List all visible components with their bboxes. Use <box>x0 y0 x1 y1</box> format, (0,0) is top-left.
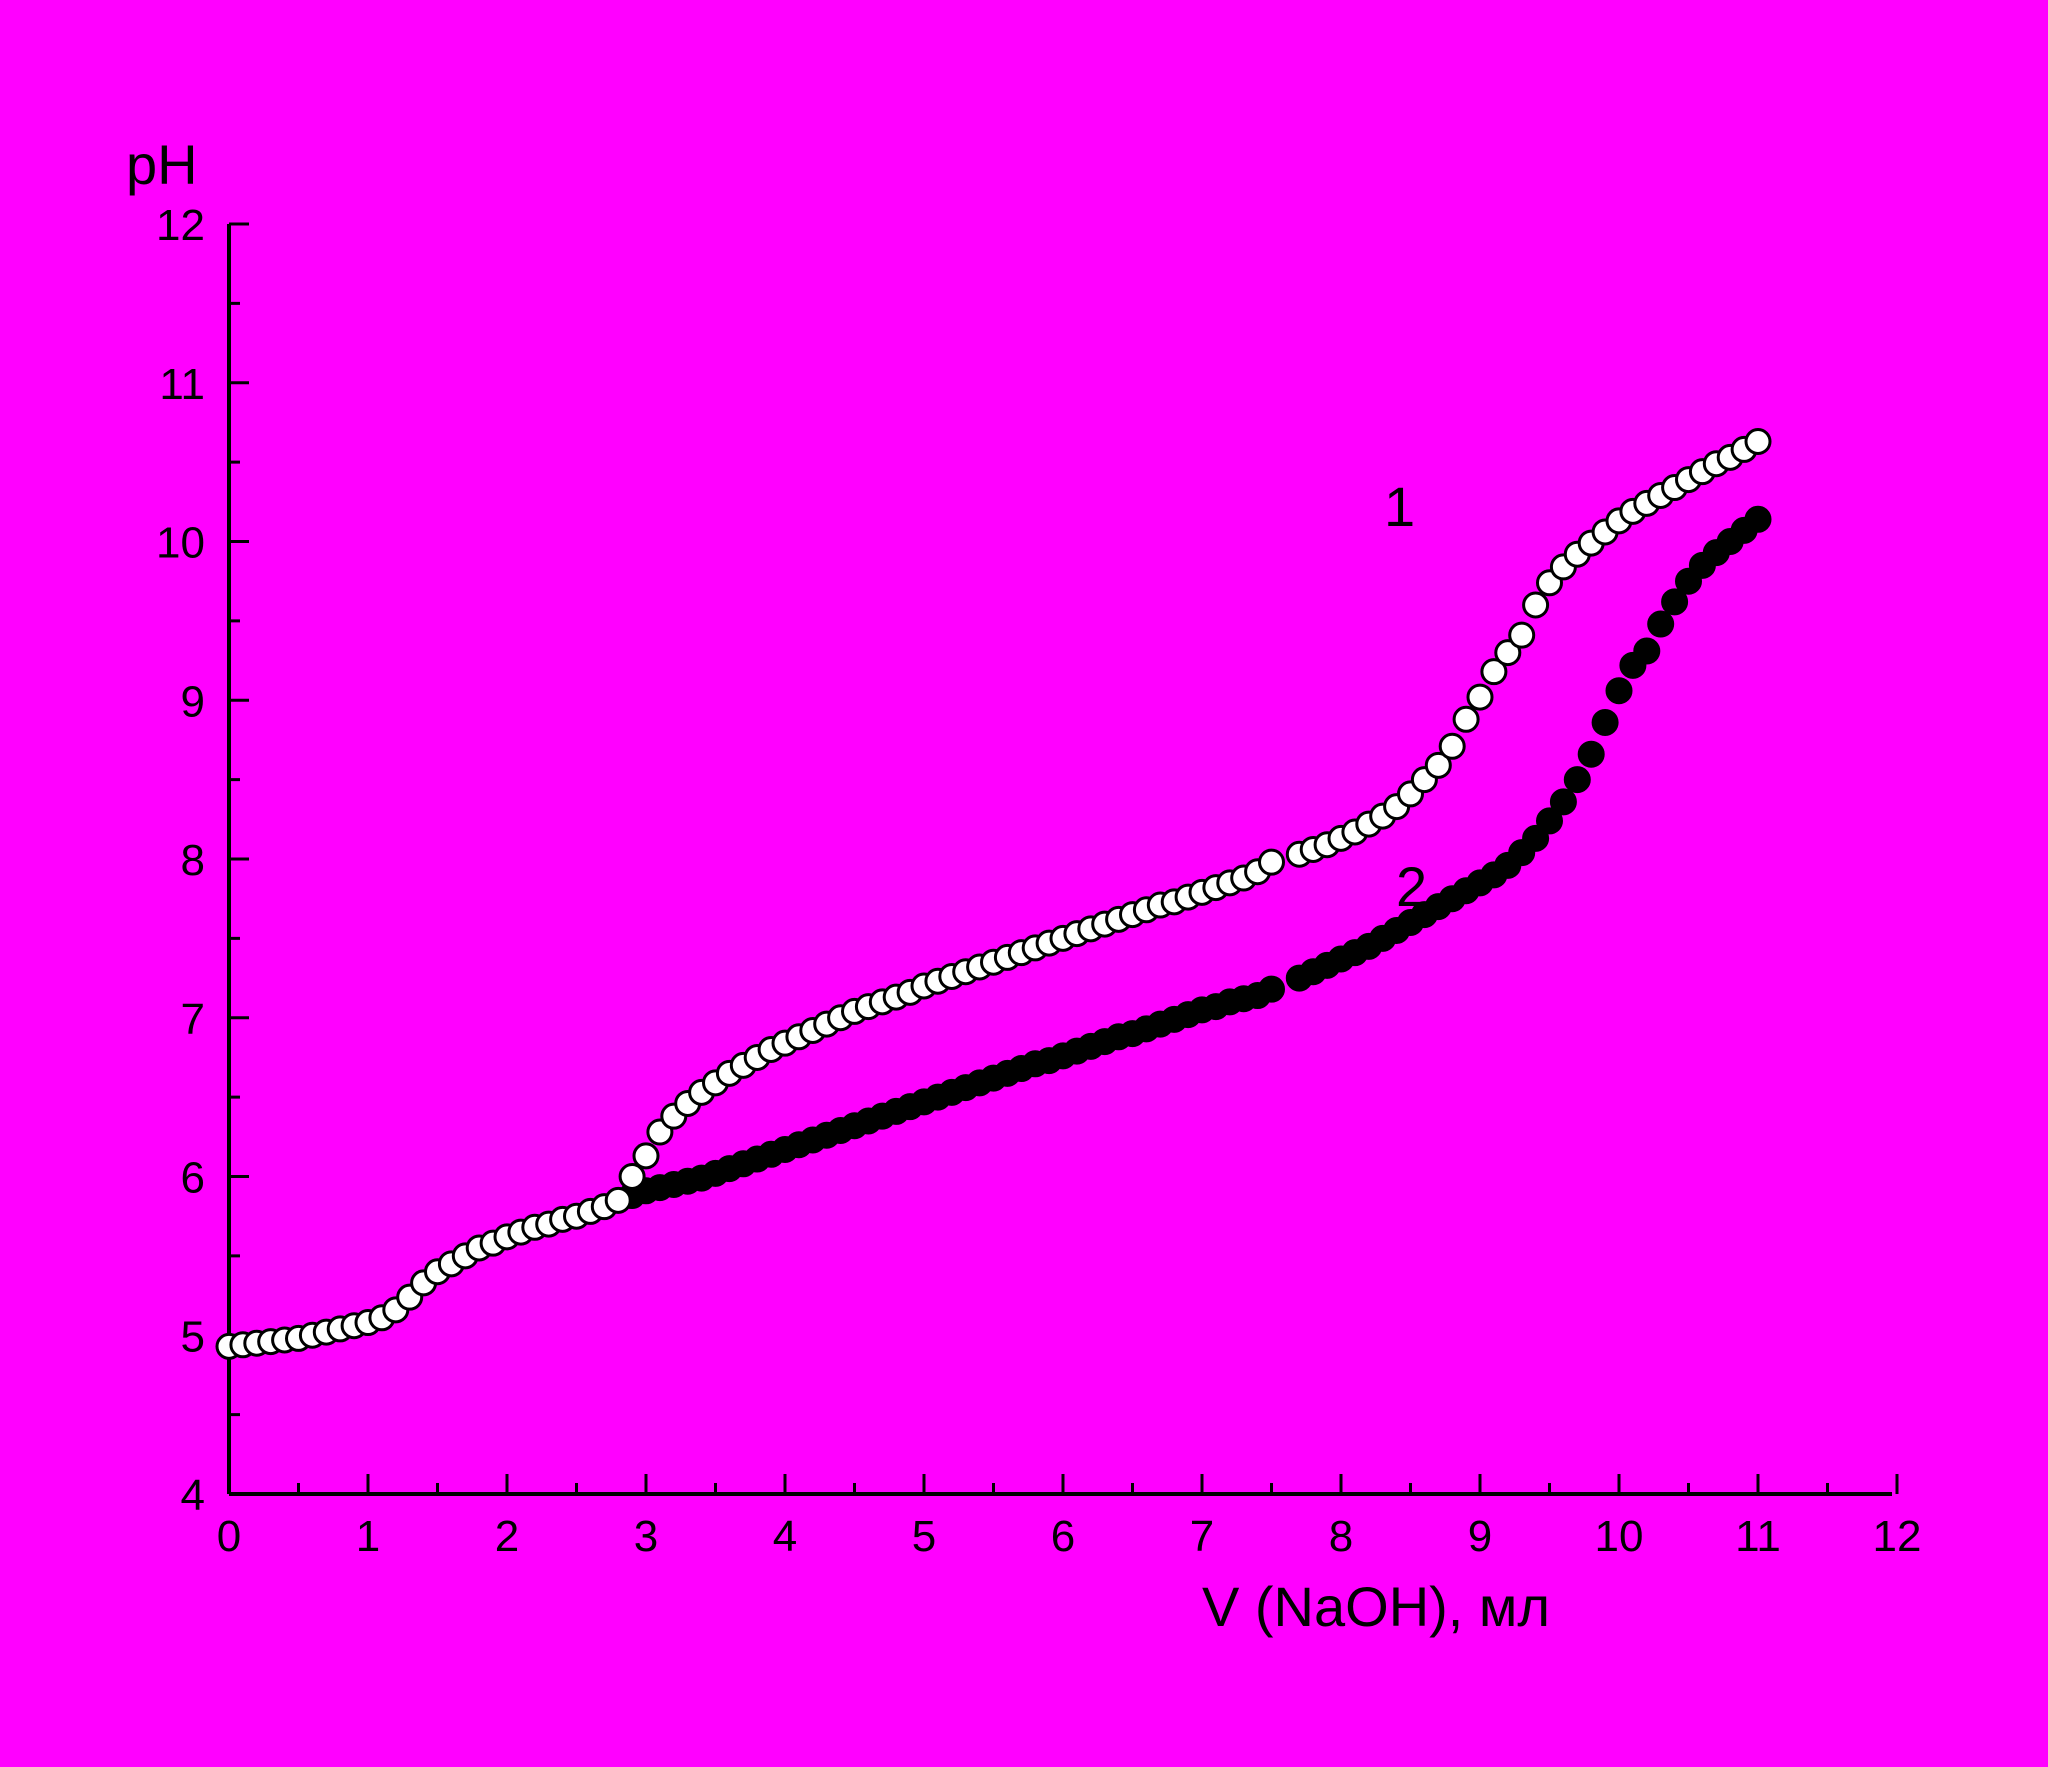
y-axis-title: pH <box>126 133 198 196</box>
y-tick-label: 4 <box>181 1471 205 1520</box>
y-tick-label: 7 <box>181 995 205 1044</box>
series-1-point <box>1744 427 1772 455</box>
series-2-point <box>1536 807 1563 835</box>
series-1-point <box>1424 751 1452 779</box>
series-2-point <box>1647 610 1675 638</box>
series-1-point <box>1480 658 1508 686</box>
y-tick-label: 9 <box>181 677 205 726</box>
series-2-point <box>1549 788 1577 816</box>
x-axis-title: V (NaOH), мл <box>1202 1575 1550 1638</box>
series-2-point <box>1258 975 1285 1003</box>
x-tick-label: 2 <box>495 1512 519 1561</box>
x-tick-label: 5 <box>912 1512 936 1561</box>
x-tick-label: 12 <box>1873 1512 1922 1561</box>
series-2-point <box>1577 740 1605 768</box>
series-2-point <box>1522 824 1550 852</box>
ticks <box>227 222 1899 1496</box>
series-1-point <box>1438 732 1466 760</box>
series-2-point <box>1591 708 1619 736</box>
series-2-point <box>1744 505 1772 533</box>
x-tick-label: 0 <box>217 1512 241 1561</box>
series-2-point <box>1563 766 1591 794</box>
series-1-point <box>618 1163 646 1190</box>
y-tick-label: 12 <box>156 201 205 250</box>
series-1-point <box>1258 848 1285 876</box>
series-1-point <box>1494 639 1522 667</box>
series-1-points <box>215 427 1772 1360</box>
y-tick-label: 8 <box>181 836 205 885</box>
x-tick-label: 4 <box>773 1512 797 1561</box>
x-tick-label: 9 <box>1468 1512 1492 1561</box>
series-1-point <box>1466 683 1494 711</box>
series-1-point <box>604 1186 632 1214</box>
series-1-point <box>1508 621 1536 649</box>
y-tick-label: 5 <box>181 1312 205 1361</box>
series-1-point <box>1522 591 1550 619</box>
y-tick-label: 11 <box>159 360 205 409</box>
curve-label-1: 1 <box>1384 475 1415 538</box>
series-1-point <box>1452 705 1480 733</box>
series-2-points <box>618 505 1772 1210</box>
curve-label-2: 2 <box>1396 855 1427 918</box>
x-tick-label: 7 <box>1190 1512 1214 1561</box>
y-tick-label: 10 <box>156 519 205 568</box>
x-tick-label: 6 <box>1051 1512 1075 1561</box>
series-2-point <box>1661 588 1689 616</box>
x-tick-label: 11 <box>1735 1512 1781 1561</box>
series-2-point <box>1605 677 1633 705</box>
x-tick-label: 3 <box>634 1512 658 1561</box>
x-tick-label: 1 <box>356 1512 380 1561</box>
x-tick-label: 8 <box>1329 1512 1353 1561</box>
y-tick-label: 6 <box>181 1154 205 1203</box>
series-1-point <box>632 1142 660 1170</box>
series-2-point <box>1633 637 1661 665</box>
x-tick-label: 10 <box>1595 1512 1644 1561</box>
